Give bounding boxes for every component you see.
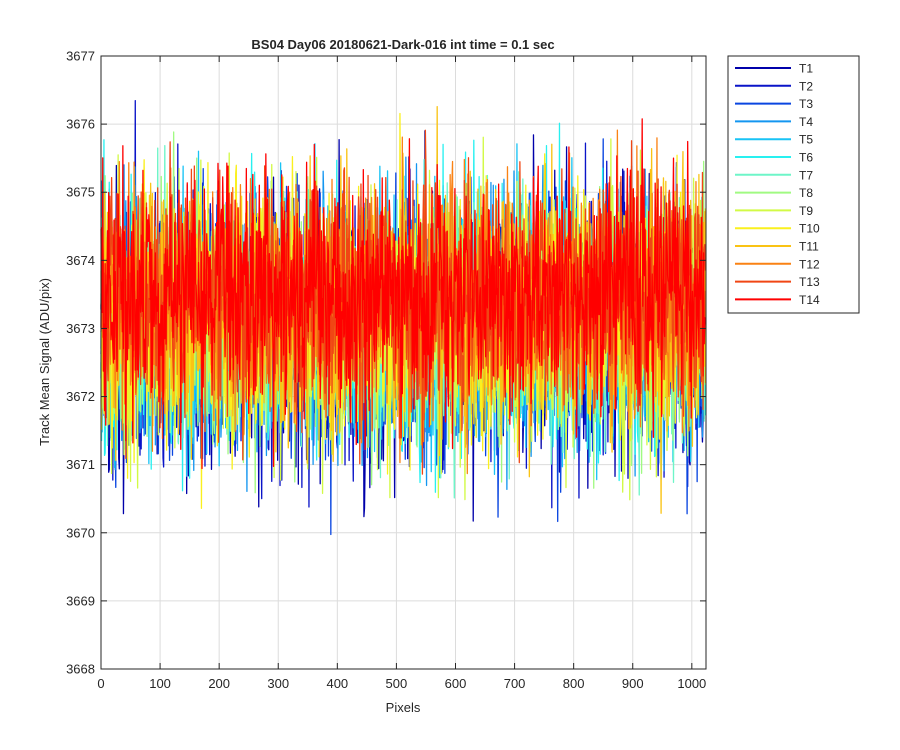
legend-label: T13 [799, 275, 820, 289]
x-tick-label: 1000 [677, 676, 706, 691]
legend-label: T3 [799, 97, 813, 111]
x-tick-label: 300 [267, 676, 289, 691]
legend-label: T5 [799, 133, 813, 147]
legend-label: T11 [799, 240, 819, 254]
x-tick-label: 200 [208, 676, 230, 691]
legend-label: T4 [799, 115, 813, 129]
y-tick-label: 3671 [66, 457, 95, 472]
x-tick-label: 500 [386, 676, 408, 691]
legend-item-t7[interactable]: T7 [735, 168, 813, 182]
legend-label: T7 [799, 168, 813, 182]
legend-label: T2 [799, 79, 813, 93]
y-axis-label: Track Mean Signal (ADU/pix) [37, 278, 52, 446]
x-tick-label: 600 [445, 676, 467, 691]
legend-item-t3[interactable]: T3 [735, 97, 813, 111]
legend-item-t9[interactable]: T9 [735, 204, 813, 218]
legend-box[interactable] [727, 55, 860, 314]
legend-item-t8[interactable]: T8 [735, 186, 813, 200]
axes-box [100, 55, 707, 670]
legend-item-t5[interactable]: T5 [735, 133, 813, 147]
x-tick-labels: 0 100 200 300 400 500 600 700 800 900 1000 [97, 676, 706, 691]
x-tick-label: 700 [504, 676, 526, 691]
y-tick-label: 3676 [66, 117, 95, 132]
y-tick-label: 3673 [66, 321, 95, 336]
legend-item-t2[interactable]: T2 [735, 79, 813, 93]
x-tick-label: 900 [622, 676, 644, 691]
x-tick-label: 100 [149, 676, 171, 691]
y-tick-label: 3670 [66, 525, 95, 540]
legend-item-t10[interactable]: T10 [735, 222, 820, 236]
legend-item-t13[interactable]: T13 [735, 275, 820, 289]
y-tick-label: 3677 [66, 49, 95, 64]
chart-title: BS04 Day06 20180621-Dark-016 int time = … [251, 37, 554, 52]
x-tick-label: 400 [326, 676, 348, 691]
x-axis-label: Pixels [386, 700, 421, 715]
legend: T1 T2 T3 T4 T5 T6 T7 T8 T9 T10 T11 T12 T13 T14 [735, 62, 820, 307]
series-line-t14 [100, 118, 707, 470]
y-tick-labels: 3668 3669 3670 3671 3672 3673 3674 3675 3676 3677 [66, 49, 95, 677]
legend-label: T10 [799, 222, 820, 236]
axis-ticks [100, 55, 706, 670]
legend-label: T6 [799, 151, 813, 165]
legend-item-t4[interactable]: T4 [735, 115, 813, 129]
x-tick-label: 800 [563, 676, 585, 691]
y-tick-label: 3668 [66, 662, 95, 677]
legend-item-t1[interactable]: T1 [735, 62, 813, 76]
legend-label: T8 [799, 186, 813, 200]
plot-series [100, 99, 707, 536]
legend-item-t11[interactable]: T11 [735, 240, 819, 254]
legend-item-t12[interactable]: T12 [735, 257, 820, 271]
legend-label: T1 [799, 62, 813, 76]
x-tick-label: 0 [97, 676, 104, 691]
y-tick-label: 3675 [66, 185, 95, 200]
legend-label: T14 [799, 293, 820, 307]
y-tick-label: 3674 [66, 253, 95, 268]
y-tick-label: 3669 [66, 593, 95, 608]
legend-item-t6[interactable]: T6 [735, 151, 813, 165]
y-tick-label: 3672 [66, 389, 95, 404]
legend-label: T12 [799, 257, 820, 271]
legend-label: T9 [799, 204, 813, 218]
legend-item-t14[interactable]: T14 [735, 293, 820, 307]
